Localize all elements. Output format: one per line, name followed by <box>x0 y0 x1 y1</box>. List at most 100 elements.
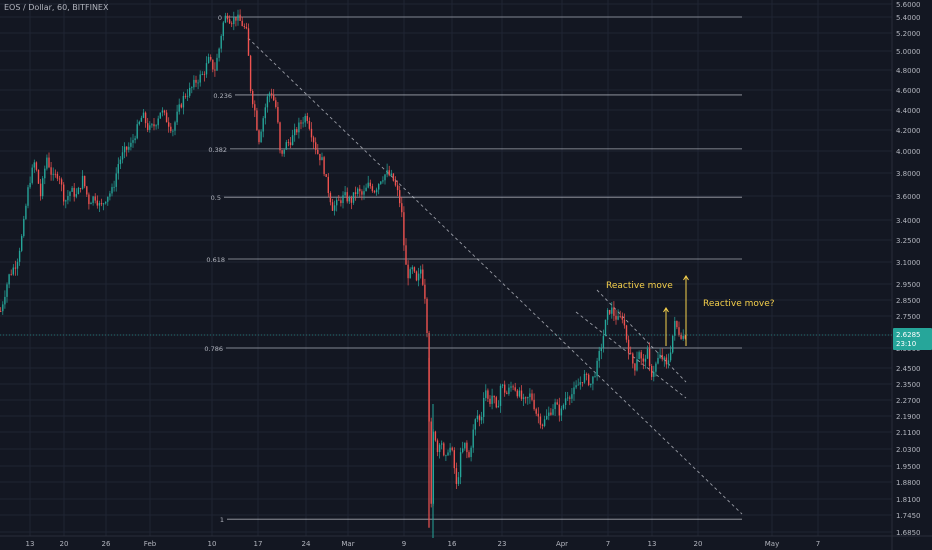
candle-body <box>275 100 277 107</box>
candle-body <box>665 357 668 365</box>
candle-body <box>111 187 113 194</box>
candle-body <box>134 138 136 141</box>
candle-body <box>94 196 96 201</box>
candle-body <box>216 57 218 71</box>
candle-body <box>241 20 243 27</box>
candle-body <box>287 142 290 143</box>
candle-body <box>560 408 563 416</box>
candle-body <box>644 358 647 362</box>
candle-body <box>483 397 485 417</box>
candle-body <box>321 157 323 161</box>
candle-body <box>674 320 676 336</box>
candle-body <box>596 360 598 377</box>
candle-body <box>117 164 119 174</box>
candle-body <box>136 124 138 139</box>
candle-body <box>331 202 334 211</box>
candle-body <box>220 36 222 49</box>
candle-body <box>340 200 342 204</box>
candle-body <box>371 186 374 192</box>
fib-level-label: 0.786 <box>204 345 223 353</box>
candle-body <box>380 181 382 184</box>
candle-body <box>459 452 462 478</box>
candle-body <box>29 182 31 188</box>
candle-body <box>157 118 159 126</box>
candle-body <box>161 110 164 113</box>
candle-body <box>222 22 224 37</box>
candle-body <box>606 309 609 320</box>
candle-body <box>191 87 193 89</box>
candle-body <box>365 187 367 192</box>
candle-body <box>434 431 437 441</box>
candle-body <box>302 122 304 124</box>
candle-body <box>54 173 56 175</box>
candle-body <box>369 182 371 187</box>
candle-body <box>399 190 401 204</box>
candle-body <box>651 365 653 377</box>
candle-body <box>144 112 147 124</box>
candle-body <box>357 188 359 194</box>
candle-body <box>411 267 413 270</box>
candle-body <box>96 200 98 206</box>
candle-body <box>619 316 621 317</box>
candle-body <box>420 269 422 274</box>
candle-body <box>625 325 628 340</box>
candle-body <box>39 183 42 197</box>
time-tick-label: 16 <box>448 540 457 548</box>
candle-body <box>170 126 172 132</box>
candle-body <box>48 157 50 168</box>
candle-body <box>655 363 657 372</box>
candle-body <box>42 178 44 197</box>
time-tick-label: 9 <box>402 540 406 548</box>
candle-body <box>98 203 101 206</box>
candle-body <box>115 173 117 187</box>
candle-body <box>632 353 634 364</box>
candle-body <box>44 168 46 179</box>
time-tick-label: 10 <box>208 540 217 548</box>
candle-body <box>63 184 65 202</box>
price-tick-label: 4.8000 <box>896 67 921 75</box>
candle-body <box>315 142 317 150</box>
time-tick-label: 7 <box>606 540 610 548</box>
candle-body <box>659 354 661 358</box>
candle-body <box>86 186 88 195</box>
candle-body <box>516 390 518 397</box>
candle-body <box>485 390 487 398</box>
candle-body <box>653 371 655 377</box>
candle-body <box>153 124 155 127</box>
candle-body <box>623 319 626 326</box>
candle-body <box>132 140 134 143</box>
candle-body <box>186 95 189 97</box>
candle-body <box>638 352 640 360</box>
candle-body <box>352 192 355 203</box>
candle-body <box>138 121 140 125</box>
candle-body <box>506 392 508 394</box>
candle-body <box>184 95 187 97</box>
candle-body <box>588 374 590 386</box>
candle-body <box>296 129 298 133</box>
candle-body <box>0 311 2 312</box>
candle-body <box>65 200 67 202</box>
candle-body <box>451 447 453 451</box>
candle-body <box>663 357 665 360</box>
candle-body <box>79 187 82 189</box>
candle-body <box>390 173 392 176</box>
candle-body <box>533 399 535 410</box>
time-tick-label: 26 <box>102 540 111 548</box>
candle-body <box>468 452 470 457</box>
price-tick-label: 2.9500 <box>896 281 921 289</box>
candle-body <box>367 182 369 188</box>
fib-level-label: 0.382 <box>208 146 227 154</box>
candle-body <box>67 196 69 201</box>
candle-body <box>346 192 348 202</box>
candle-body <box>247 28 250 56</box>
price-tick-label: 1.6850 <box>896 529 921 537</box>
candle-body <box>562 405 565 409</box>
candle-body <box>180 104 182 108</box>
candle-body <box>504 384 506 393</box>
candle-body <box>550 412 552 415</box>
candle-body <box>577 384 579 386</box>
candle-body <box>415 271 418 281</box>
